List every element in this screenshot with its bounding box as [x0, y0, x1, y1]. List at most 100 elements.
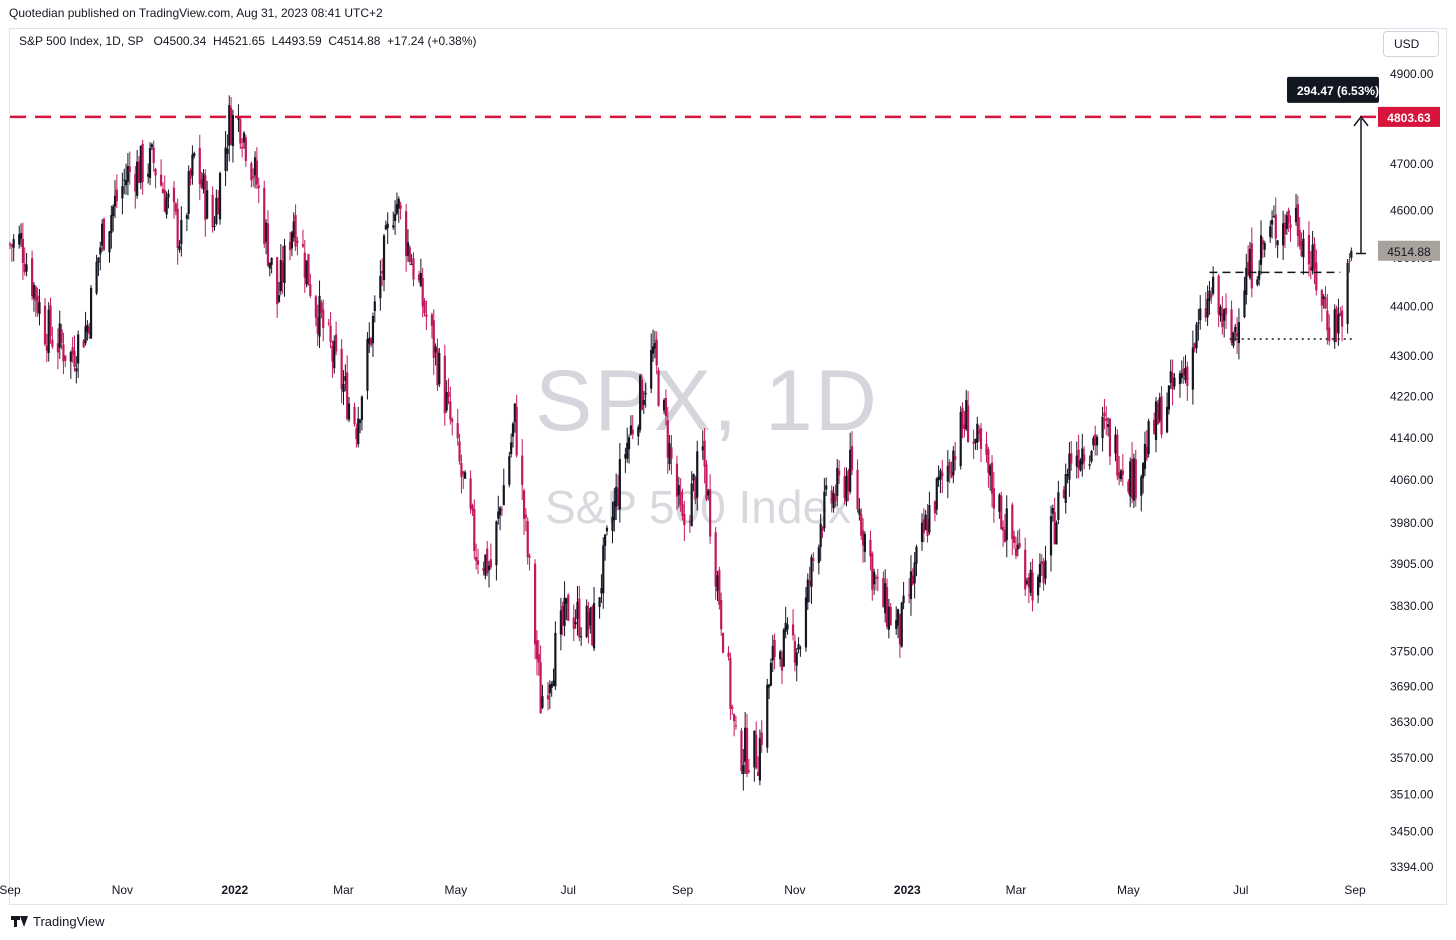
candle: [784, 606, 787, 639]
candle-body: [316, 316, 319, 334]
candle-body: [1105, 418, 1108, 421]
candle: [60, 324, 63, 350]
candle-body: [779, 651, 782, 660]
candle: [1307, 221, 1311, 277]
candle-body: [565, 598, 568, 604]
candle: [1237, 308, 1241, 360]
candle-body: [679, 491, 682, 505]
candle: [1206, 285, 1209, 326]
candle: [863, 531, 867, 563]
candle-body: [108, 231, 111, 253]
candle: [265, 219, 268, 255]
candle: [1055, 520, 1058, 545]
candle-body: [51, 339, 54, 347]
candle-body: [445, 392, 448, 411]
candle: [344, 364, 347, 392]
candle-body: [642, 399, 645, 405]
candle-body: [554, 632, 557, 687]
candle: [626, 427, 629, 463]
candle: [1300, 232, 1303, 258]
candle-body: [1193, 343, 1196, 349]
candle: [8, 241, 12, 250]
candle-body: [1311, 244, 1314, 272]
candle: [909, 555, 913, 616]
candle: [819, 513, 822, 561]
candle-body: [277, 295, 281, 302]
candle-body: [438, 353, 441, 385]
candle-body: [154, 169, 157, 176]
candle: [456, 408, 459, 446]
candle-body: [1315, 262, 1318, 291]
candle: [1348, 253, 1351, 273]
candle-body: [1210, 294, 1213, 298]
candle-body: [961, 408, 964, 429]
candle: [1095, 434, 1099, 456]
candle-body: [1197, 322, 1200, 324]
candle-body: [591, 606, 594, 646]
candle: [436, 338, 439, 392]
candle: [206, 180, 209, 220]
candle: [292, 212, 295, 242]
candle-body: [616, 488, 620, 506]
candle-body: [62, 344, 65, 362]
candle: [889, 602, 892, 626]
candle: [1210, 287, 1213, 304]
candle-body: [709, 489, 712, 537]
candle-body: [419, 272, 422, 286]
candle-body: [1025, 580, 1029, 584]
candle: [486, 541, 489, 577]
candle: [961, 402, 964, 439]
price-axis-label: 4400.00: [1390, 299, 1434, 313]
candle-body: [1049, 516, 1053, 556]
candle: [395, 192, 399, 216]
candle: [204, 169, 207, 237]
candle: [1092, 435, 1095, 451]
candle-body: [760, 732, 763, 746]
candle: [384, 220, 387, 231]
candle: [1313, 237, 1316, 285]
candle: [381, 258, 384, 286]
candle-body: [187, 171, 190, 214]
candle-body: [1300, 240, 1303, 257]
candle: [147, 163, 150, 184]
candle: [136, 150, 139, 199]
candle-body: [589, 607, 592, 626]
candle: [589, 606, 592, 634]
candle: [266, 210, 270, 267]
candle: [747, 758, 750, 774]
candle-body: [707, 490, 710, 496]
candle-body: [941, 472, 944, 477]
candle: [1064, 463, 1067, 514]
candle-body: [1081, 448, 1084, 465]
candle: [1224, 293, 1228, 330]
candle: [1243, 276, 1246, 319]
candle: [963, 411, 966, 438]
candle: [45, 333, 48, 362]
candle: [651, 329, 655, 362]
candle: [694, 475, 697, 505]
candle: [19, 223, 23, 248]
candle: [1328, 314, 1331, 346]
candle: [1248, 241, 1252, 280]
candle: [598, 597, 601, 619]
candle: [1083, 446, 1086, 470]
candle-body: [889, 606, 892, 626]
candle: [279, 244, 282, 296]
price-axis-label: 3690.00: [1390, 679, 1434, 693]
candle: [1208, 281, 1211, 315]
candle: [898, 613, 902, 658]
time-axis-label: 2023: [894, 883, 921, 897]
candle: [335, 321, 338, 356]
candle-body: [484, 554, 487, 576]
candle: [541, 684, 544, 710]
candle: [683, 500, 686, 542]
currency-button[interactable]: USD: [1383, 31, 1439, 57]
candle: [521, 439, 524, 500]
candle-body: [497, 511, 500, 519]
candle-body: [578, 598, 581, 638]
candle-body: [613, 501, 616, 521]
candle: [887, 598, 890, 639]
candle: [791, 609, 795, 641]
candle-body: [587, 612, 590, 630]
